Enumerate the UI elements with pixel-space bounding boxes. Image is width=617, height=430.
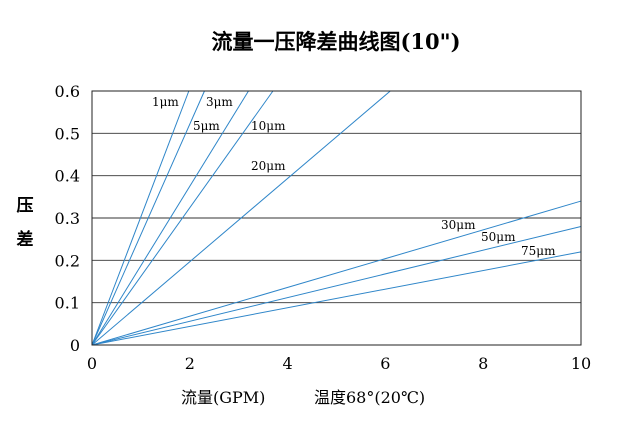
x-tick-label: 10	[571, 354, 591, 373]
x-tick-label: 8	[478, 354, 488, 373]
series-label-30μm: 30μm	[441, 218, 476, 232]
x-tick-labels: 0 2 4 6 8 10	[87, 354, 591, 373]
series-line-10μm	[91, 90, 274, 346]
series-label-1μm: 1μm	[152, 95, 179, 109]
y-tick-label: 0.6	[55, 82, 80, 101]
y-tick-label: 0	[70, 336, 80, 355]
y-tick-label: 0.5	[55, 124, 80, 143]
series-line-50μm	[91, 225, 582, 346]
y-tick-label: 0.3	[55, 209, 80, 228]
x-tick-label: 4	[283, 354, 293, 373]
series-line-30μm	[91, 200, 582, 346]
y-axis-label-char-2: 差	[17, 229, 34, 250]
chart-title: 流量一压降差曲线图(10")	[211, 29, 460, 54]
x-tick-label: 0	[87, 354, 97, 373]
series-labels: 1μm 3μm 5μm 10μm 20μm 30μm 50μm 75μm	[152, 95, 556, 258]
series-label-10μm: 10μm	[251, 119, 286, 133]
y-axis-label-char-1: 压	[17, 196, 34, 216]
series-line-20μm	[91, 90, 391, 346]
x-tick-label: 2	[185, 354, 195, 373]
series-lines	[91, 90, 582, 346]
y-tick-label: 0.1	[55, 294, 80, 313]
y-tick-labels: 0 0.1 0.2 0.3 0.4 0.5 0.6	[55, 82, 80, 355]
series-line-5μm	[91, 90, 249, 346]
x-tick-label: 6	[380, 354, 390, 373]
y-tick-label: 0.4	[55, 167, 80, 186]
grid-lines	[92, 132, 581, 304]
series-label-3μm: 3μm	[206, 95, 233, 109]
series-line-75μm	[91, 251, 582, 346]
series-label-5μm: 5μm	[193, 119, 220, 133]
series-line-1μm	[91, 90, 190, 346]
plot-frame	[91, 90, 582, 346]
x-axis-temperature-note: 温度68°(20℃)	[314, 388, 425, 407]
y-tick-label: 0.2	[55, 251, 80, 270]
series-label-50μm: 50μm	[481, 230, 516, 244]
series-label-75μm: 75μm	[521, 244, 556, 258]
x-axis-label: 流量(GPM)	[181, 388, 265, 407]
series-label-20μm: 20μm	[251, 159, 286, 173]
series-line-3μm	[91, 90, 205, 346]
